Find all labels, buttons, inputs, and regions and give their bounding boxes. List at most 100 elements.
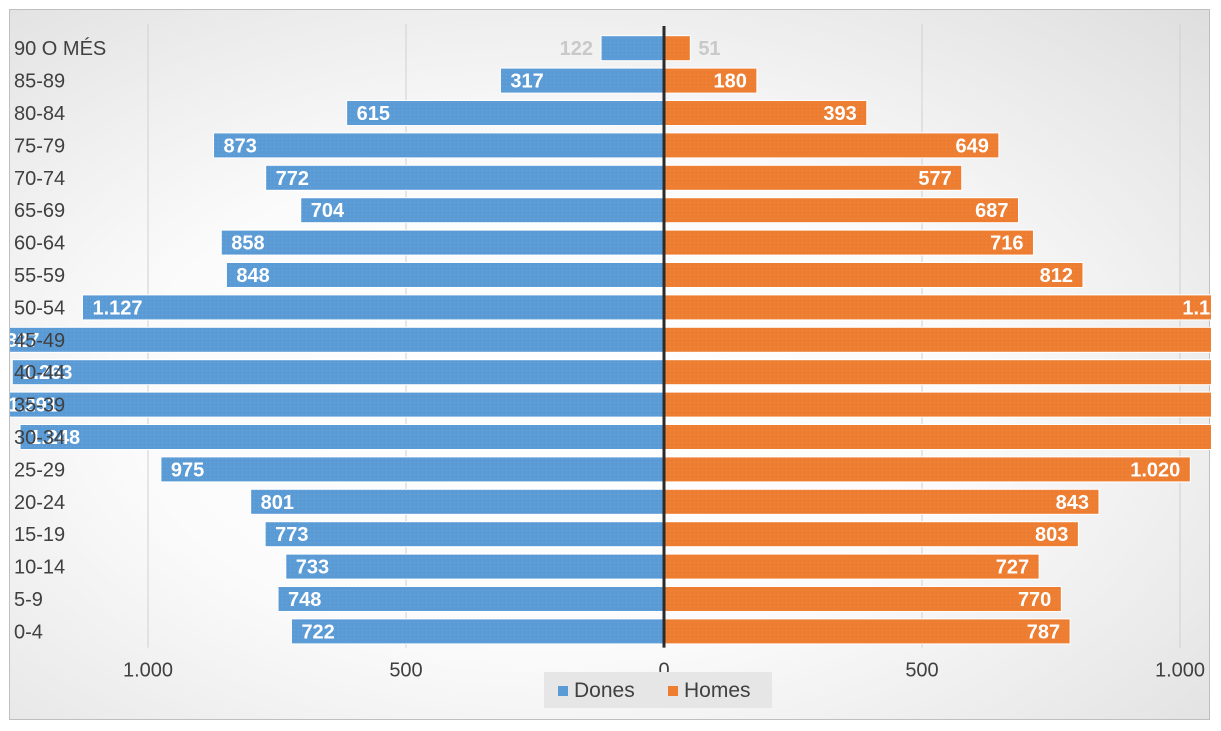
legend-swatch-dones xyxy=(558,686,568,696)
bar-homes xyxy=(663,553,1040,580)
bar-homes xyxy=(663,618,1071,645)
bar-homes xyxy=(663,488,1100,515)
bar-dones xyxy=(10,391,665,418)
data-label-homes: 787 xyxy=(1027,621,1060,643)
population-pyramid-chart: 122 51 317 180 615 393 873 649 772 577 704 687 858 71… xyxy=(10,24,1211,708)
bar-homes xyxy=(663,359,1211,386)
x-tick-label: 0 xyxy=(658,660,669,682)
category-label: 65-69 xyxy=(14,200,65,222)
data-label-homes: 770 xyxy=(1018,589,1051,611)
bar-dones xyxy=(290,618,665,645)
category-label: 70-74 xyxy=(14,168,65,190)
data-label-dones: 1.127 xyxy=(92,297,142,319)
data-label-homes: 577 xyxy=(918,168,951,190)
legend-box xyxy=(544,672,772,708)
data-label-dones: 733 xyxy=(296,557,329,579)
data-labels: 122 51 317 180 615 393 873 649 772 577 704 687 858 71… xyxy=(10,38,1211,643)
x-tick-label: 500 xyxy=(905,660,938,682)
data-label-homes: 51 xyxy=(698,38,720,60)
bar-dones xyxy=(213,132,665,159)
category-label: 45-49 xyxy=(14,330,65,352)
data-label-homes: 393 xyxy=(823,103,856,125)
data-label-dones: 975 xyxy=(171,459,204,481)
legend-label-homes: Homes xyxy=(684,679,751,702)
category-label: 25-29 xyxy=(14,459,65,481)
category-label: 0-4 xyxy=(14,621,43,643)
bar-homes xyxy=(663,35,691,62)
category-label: 35-39 xyxy=(14,395,65,417)
category-label: 80-84 xyxy=(14,103,65,125)
bar-dones xyxy=(250,488,665,515)
legend-swatch-homes xyxy=(668,686,678,696)
legend: Dones Homes xyxy=(544,672,772,708)
data-label-homes: 727 xyxy=(996,557,1029,579)
bar-homes xyxy=(663,164,963,191)
data-label-dones: 772 xyxy=(276,168,309,190)
bar-dones xyxy=(265,164,665,191)
bar-dones xyxy=(499,67,665,94)
data-label-dones: 1.291 xyxy=(10,395,58,417)
category-label: 55-59 xyxy=(14,265,65,287)
data-label-homes: 687 xyxy=(975,200,1008,222)
bar-homes xyxy=(663,262,1084,288)
category-label: 10-14 xyxy=(14,557,65,579)
chart-area: 122 51 317 180 615 393 873 649 772 577 704 687 858 71… xyxy=(9,9,1211,720)
category-label: 30-34 xyxy=(14,427,65,449)
bar-homes xyxy=(663,229,1034,256)
category-label: 90 O MÉS xyxy=(14,37,106,60)
data-label-dones: 858 xyxy=(231,233,264,255)
data-label-dones: 122 xyxy=(560,38,593,60)
data-label-dones: 1.327 xyxy=(10,330,39,352)
x-tick-label: 1.000 xyxy=(1155,660,1205,682)
bar-homes xyxy=(663,391,1211,418)
bar-homes xyxy=(663,521,1079,548)
data-label-homes: 649 xyxy=(956,135,989,157)
data-label-dones: 873 xyxy=(224,135,257,157)
data-label-dones: 773 xyxy=(275,524,308,546)
bar-dones xyxy=(11,359,665,386)
bar-dones xyxy=(264,521,665,548)
bar-dones xyxy=(346,100,665,126)
category-label: 50-54 xyxy=(14,297,65,319)
data-label-dones: 1.248 xyxy=(30,427,80,449)
bar-homes xyxy=(663,100,868,126)
category-label: 85-89 xyxy=(14,71,65,93)
x-tick-label: 500 xyxy=(389,660,422,682)
data-label-homes: 843 xyxy=(1056,492,1089,514)
bars xyxy=(10,35,1211,645)
category-label: 40-44 xyxy=(14,362,65,384)
category-label: 60-64 xyxy=(14,233,65,255)
category-label: 5-9 xyxy=(14,589,43,611)
bar-dones xyxy=(277,586,665,612)
data-label-dones: 317 xyxy=(510,71,543,93)
bar-dones xyxy=(160,456,665,483)
bar-dones xyxy=(600,35,665,62)
bar-dones xyxy=(10,326,665,353)
bar-dones xyxy=(225,262,665,288)
bar-dones xyxy=(220,229,665,256)
data-label-homes: 180 xyxy=(714,71,747,93)
bar-homes xyxy=(663,326,1211,353)
data-label-dones: 704 xyxy=(311,200,345,222)
bar-homes xyxy=(663,456,1191,483)
category-label: 20-24 xyxy=(14,492,65,514)
data-label-homes: 716 xyxy=(990,233,1023,255)
bar-homes xyxy=(663,586,1062,612)
bar-homes xyxy=(663,67,758,94)
data-label-homes: 1.020 xyxy=(1130,459,1180,481)
bar-dones xyxy=(19,424,665,450)
data-label-homes: 803 xyxy=(1035,524,1068,546)
data-label-homes: 812 xyxy=(1040,265,1073,287)
bar-homes xyxy=(663,424,1211,450)
bar-dones xyxy=(300,197,665,224)
data-label-homes: 1.121 xyxy=(1182,297,1211,319)
bar-dones xyxy=(81,294,665,321)
data-label-dones: 615 xyxy=(357,103,390,125)
legend-label-dones: Dones xyxy=(574,679,635,702)
category-label: 75-79 xyxy=(14,135,65,157)
category-labels: 90 O MÉS 85-89 80-84 75-79 70-74 65-69 60-64 55… xyxy=(14,37,106,643)
data-label-dones: 722 xyxy=(301,621,334,643)
x-tick-label: 1.000 xyxy=(123,660,173,682)
bar-homes xyxy=(663,197,1019,224)
